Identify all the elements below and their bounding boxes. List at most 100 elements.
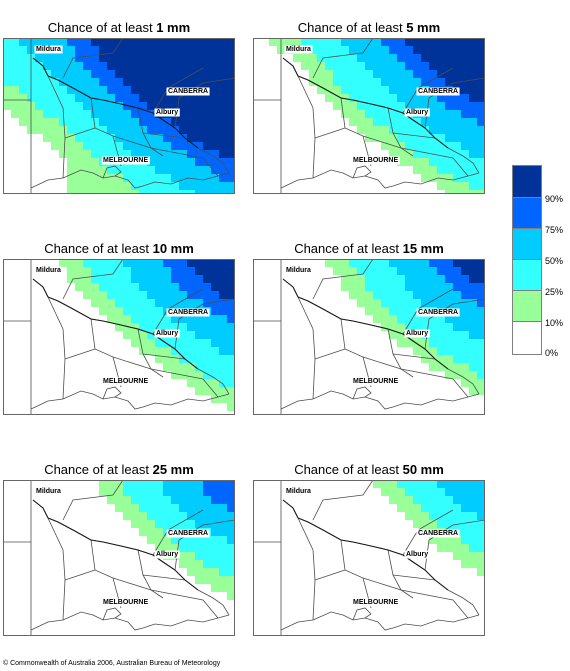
map-frame: Mildura CANBERRA Albury MELBOURNE bbox=[253, 480, 485, 636]
probability-cell bbox=[67, 70, 75, 78]
probability-cell bbox=[99, 38, 107, 46]
probability-cell bbox=[397, 480, 405, 488]
probability-cell bbox=[179, 291, 187, 299]
probability-cell bbox=[131, 110, 139, 118]
probability-cell bbox=[333, 94, 341, 102]
probability-cell bbox=[179, 536, 187, 544]
probability-cell bbox=[429, 62, 437, 70]
probability-cell bbox=[219, 552, 227, 560]
probability-cell bbox=[19, 102, 27, 110]
probability-cell bbox=[203, 355, 211, 363]
probability-cell bbox=[187, 536, 195, 544]
probability-cell bbox=[397, 488, 405, 496]
probability-cell bbox=[99, 488, 107, 496]
probability-cell bbox=[453, 182, 461, 190]
probability-cell bbox=[469, 86, 477, 94]
probability-cell bbox=[219, 307, 227, 315]
probability-cell bbox=[187, 94, 195, 102]
probability-cell bbox=[187, 363, 195, 371]
probability-cell bbox=[413, 275, 421, 283]
probability-cell bbox=[35, 118, 43, 126]
probability-cell bbox=[461, 504, 469, 512]
probability-cell bbox=[301, 54, 309, 62]
probability-cell bbox=[373, 110, 381, 118]
probability-cell bbox=[445, 54, 453, 62]
probability-cell bbox=[317, 86, 325, 94]
probability-cell bbox=[429, 331, 437, 339]
probability-cell bbox=[219, 46, 227, 54]
probability-cell bbox=[453, 488, 461, 496]
probability-cell bbox=[437, 496, 445, 504]
probability-cell bbox=[83, 182, 91, 190]
probability-cell bbox=[227, 347, 235, 355]
probability-cell bbox=[469, 259, 477, 267]
probability-cell bbox=[131, 315, 139, 323]
city-label-albury: Albury bbox=[154, 329, 180, 338]
probability-cell bbox=[107, 134, 115, 142]
probability-cell bbox=[139, 480, 147, 488]
probability-cell bbox=[389, 78, 397, 86]
probability-cell bbox=[211, 315, 219, 323]
probability-cell bbox=[413, 323, 421, 331]
probability-cell bbox=[187, 379, 195, 387]
probability-cell bbox=[357, 283, 365, 291]
probability-cell bbox=[91, 275, 99, 283]
probability-cell bbox=[171, 315, 179, 323]
probability-cell bbox=[421, 70, 429, 78]
probability-cell bbox=[203, 387, 211, 395]
probability-cell bbox=[227, 94, 235, 102]
probability-cell bbox=[163, 54, 171, 62]
probability-cell bbox=[211, 299, 219, 307]
probability-cell bbox=[195, 568, 203, 576]
probability-cell bbox=[477, 315, 485, 323]
probability-cell bbox=[349, 291, 357, 299]
probability-cell bbox=[155, 488, 163, 496]
probability-cell bbox=[67, 118, 75, 126]
probability-cell bbox=[203, 126, 211, 134]
city-label-mildura: Mildura bbox=[34, 45, 63, 54]
probability-cell bbox=[91, 126, 99, 134]
probability-cell bbox=[99, 307, 107, 315]
probability-cell bbox=[445, 544, 453, 552]
probability-cell bbox=[67, 275, 75, 283]
probability-cell bbox=[453, 331, 461, 339]
city-label-background bbox=[166, 87, 210, 96]
probability-cell bbox=[469, 126, 477, 134]
probability-cell bbox=[437, 363, 445, 371]
city-name: Mildura bbox=[36, 488, 61, 495]
probability-cell bbox=[163, 363, 171, 371]
probability-cell bbox=[389, 70, 397, 78]
probability-cell bbox=[437, 259, 445, 267]
legend-label: 25% bbox=[545, 287, 564, 297]
city-name: Albury bbox=[406, 551, 428, 558]
probability-cell bbox=[147, 299, 155, 307]
probability-cell bbox=[365, 94, 373, 102]
probability-cell bbox=[179, 323, 187, 331]
probability-cell bbox=[219, 584, 227, 592]
probability-grid bbox=[99, 480, 235, 600]
panel-title: Chance of at least 5 mm bbox=[253, 17, 485, 39]
probability-cell bbox=[437, 544, 445, 552]
probability-cell bbox=[219, 283, 227, 291]
city-name: MELBOURNE bbox=[103, 599, 148, 606]
probability-cell bbox=[227, 70, 235, 78]
probability-cell bbox=[357, 299, 365, 307]
probability-cell bbox=[405, 54, 413, 62]
probability-cell bbox=[195, 150, 203, 158]
probability-cell bbox=[59, 102, 67, 110]
city-label-background bbox=[284, 266, 313, 275]
probability-cell bbox=[115, 86, 123, 94]
probability-cell bbox=[187, 150, 195, 158]
probability-cell bbox=[445, 110, 453, 118]
probability-cell bbox=[333, 54, 341, 62]
probability-cell bbox=[123, 307, 131, 315]
probability-cell bbox=[155, 528, 163, 536]
probability-cell bbox=[115, 307, 123, 315]
probability-cell bbox=[139, 520, 147, 528]
probability-cell bbox=[163, 102, 171, 110]
probability-cell bbox=[91, 283, 99, 291]
probability-cell bbox=[115, 283, 123, 291]
probability-cell bbox=[123, 142, 131, 150]
probability-cell bbox=[211, 291, 219, 299]
probability-cell bbox=[381, 38, 389, 46]
